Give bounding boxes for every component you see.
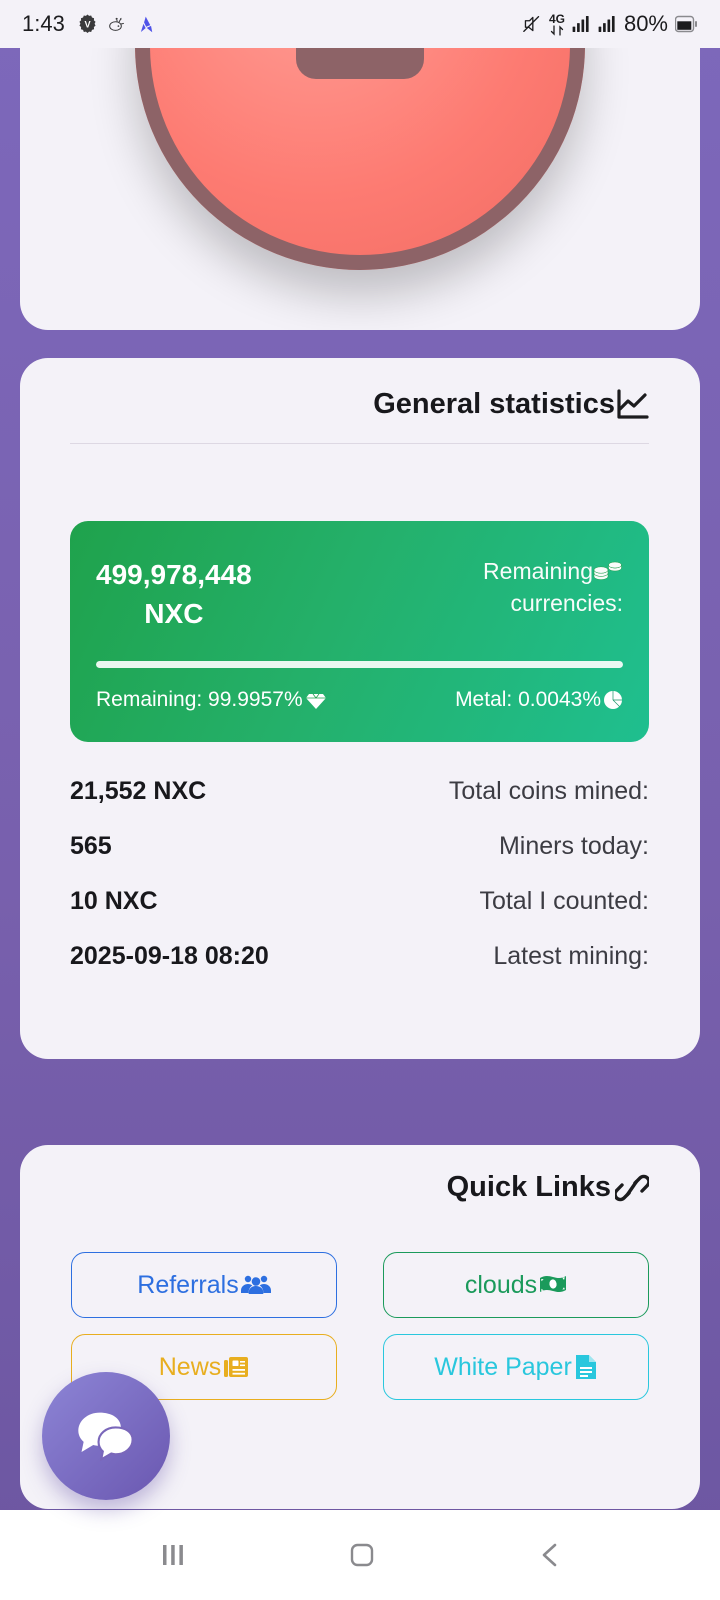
svg-text:V: V	[84, 19, 91, 29]
